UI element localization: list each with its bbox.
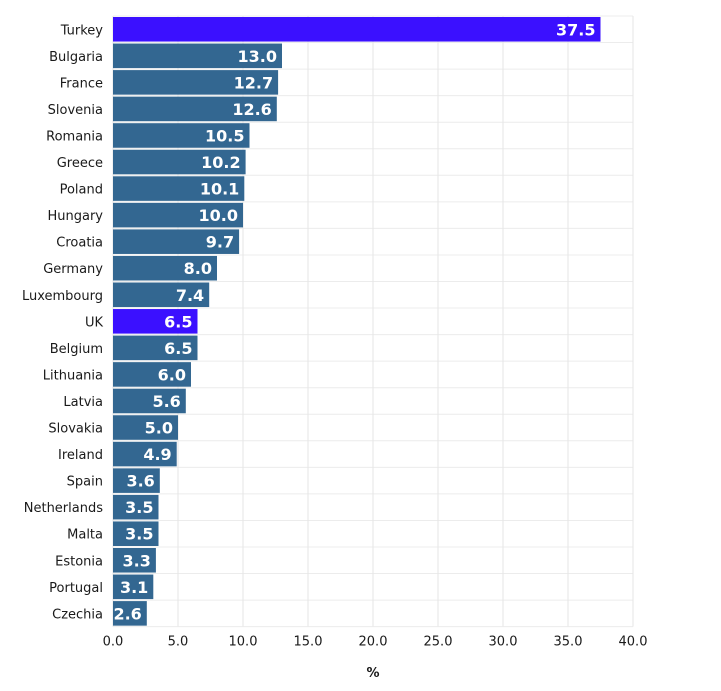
bar — [113, 202, 243, 228]
data-label: 10.1 — [200, 180, 239, 199]
x-tick-label: 5.0 — [168, 635, 189, 650]
data-label: 10.2 — [201, 153, 240, 172]
bar — [113, 70, 279, 95]
category-label: Turkey — [60, 23, 104, 38]
data-label: 3.5 — [125, 525, 153, 544]
data-label: 3.5 — [125, 498, 153, 517]
bar — [113, 441, 177, 467]
category-label: Ireland — [58, 448, 103, 463]
data-label: 2.6 — [113, 604, 141, 623]
data-label: 9.7 — [206, 233, 234, 252]
bar — [113, 149, 246, 175]
bar — [113, 123, 250, 148]
bar-layer: 37.5 13.0 12.7 12.6 10.5 10.2 10.1 10.0 9.7 8.0 7.… — [113, 17, 601, 626]
x-tick-label: 15.0 — [294, 635, 323, 650]
bar — [113, 255, 217, 281]
data-label: 3.6 — [126, 472, 154, 491]
data-label: 37.5 — [556, 20, 595, 39]
category-label: Spain — [67, 475, 103, 490]
bar — [113, 282, 210, 308]
category-label: Lithuania — [43, 368, 103, 383]
category-label: Czechia — [52, 607, 103, 622]
data-label: 5.6 — [152, 392, 180, 411]
x-axis-ticks: 0.0 5.0 10.0 15.0 20.0 25.0 30.0 35.0 40.0 — [103, 635, 648, 650]
data-label: 6.0 — [158, 365, 186, 384]
category-label: Portugal — [49, 581, 103, 596]
x-tick-label: 0.0 — [103, 635, 124, 650]
bar — [113, 601, 147, 626]
bar — [113, 574, 154, 600]
category-label: Latvia — [63, 395, 103, 410]
bar — [113, 362, 191, 387]
category-label: Croatia — [56, 236, 103, 251]
bar — [113, 521, 159, 546]
x-axis-title: % — [366, 666, 379, 681]
x-tick-label: 10.0 — [229, 635, 258, 650]
bar — [113, 229, 240, 254]
bar — [113, 548, 156, 573]
category-label: Greece — [57, 156, 103, 171]
category-label: Germany — [43, 262, 103, 277]
category-label: UK — [85, 315, 104, 330]
x-tick-label: 25.0 — [424, 635, 453, 650]
data-label: 12.6 — [232, 100, 271, 119]
bar — [113, 415, 178, 440]
data-label: 12.7 — [234, 73, 273, 92]
category-label: Belgium — [50, 342, 103, 357]
bar — [113, 494, 159, 520]
data-label: 10.5 — [205, 126, 244, 145]
data-label: 6.5 — [164, 312, 192, 331]
bar — [113, 309, 198, 334]
category-label: Luxembourg — [22, 289, 103, 304]
bar — [113, 17, 601, 42]
x-tick-label: 30.0 — [489, 635, 518, 650]
category-label: Romania — [46, 129, 103, 144]
data-label: 8.0 — [184, 259, 212, 278]
x-tick-label: 20.0 — [359, 635, 388, 650]
x-tick-label: 40.0 — [619, 635, 648, 650]
bar — [113, 96, 277, 122]
category-label: Hungary — [47, 209, 103, 224]
category-label: Netherlands — [24, 501, 103, 516]
data-label: 7.4 — [176, 286, 204, 305]
bar — [113, 176, 245, 201]
data-label: 3.1 — [120, 578, 148, 597]
bar — [113, 468, 160, 493]
data-label: 13.0 — [238, 47, 277, 66]
data-label: 3.3 — [123, 551, 151, 570]
category-labels: Turkey Bulgaria France Slovenia Romania Greec… — [22, 23, 103, 622]
category-label: Estonia — [55, 554, 103, 569]
category-label: Poland — [60, 183, 103, 198]
category-label: France — [60, 76, 103, 91]
data-label: 10.0 — [199, 206, 238, 225]
bar — [113, 388, 186, 414]
data-label: 5.0 — [145, 419, 173, 438]
category-label: Malta — [67, 528, 103, 543]
bar — [113, 335, 198, 361]
data-label: 4.9 — [143, 445, 171, 464]
category-label: Slovakia — [48, 422, 103, 437]
data-label: 6.5 — [164, 339, 192, 358]
category-label: Bulgaria — [49, 50, 103, 65]
bar — [113, 43, 282, 69]
category-label: Slovenia — [48, 103, 103, 118]
x-tick-label: 35.0 — [554, 635, 583, 650]
